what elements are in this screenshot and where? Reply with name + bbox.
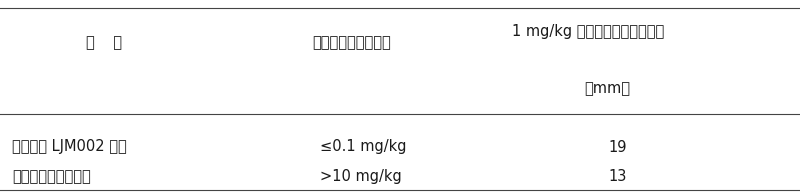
Text: 1 mg/kg 乙酰甲胺磷的抑菌直径: 1 mg/kg 乙酰甲胺磷的抑菌直径 (512, 24, 664, 39)
Text: >10 mg/kg: >10 mg/kg (320, 169, 402, 184)
Text: 19: 19 (608, 140, 626, 154)
Text: 菌    株: 菌 株 (86, 36, 122, 51)
Text: （mm）: （mm） (584, 81, 630, 96)
Text: 13: 13 (608, 169, 626, 184)
Text: 本发明的 LJM002 菌株: 本发明的 LJM002 菌株 (12, 140, 126, 154)
Text: 乙酰甲胺磷的敏感度: 乙酰甲胺磷的敏感度 (313, 36, 391, 51)
Text: 长双歧杆菌标准菌株: 长双歧杆菌标准菌株 (12, 169, 90, 184)
Text: ≤0.1 mg/kg: ≤0.1 mg/kg (320, 140, 406, 154)
